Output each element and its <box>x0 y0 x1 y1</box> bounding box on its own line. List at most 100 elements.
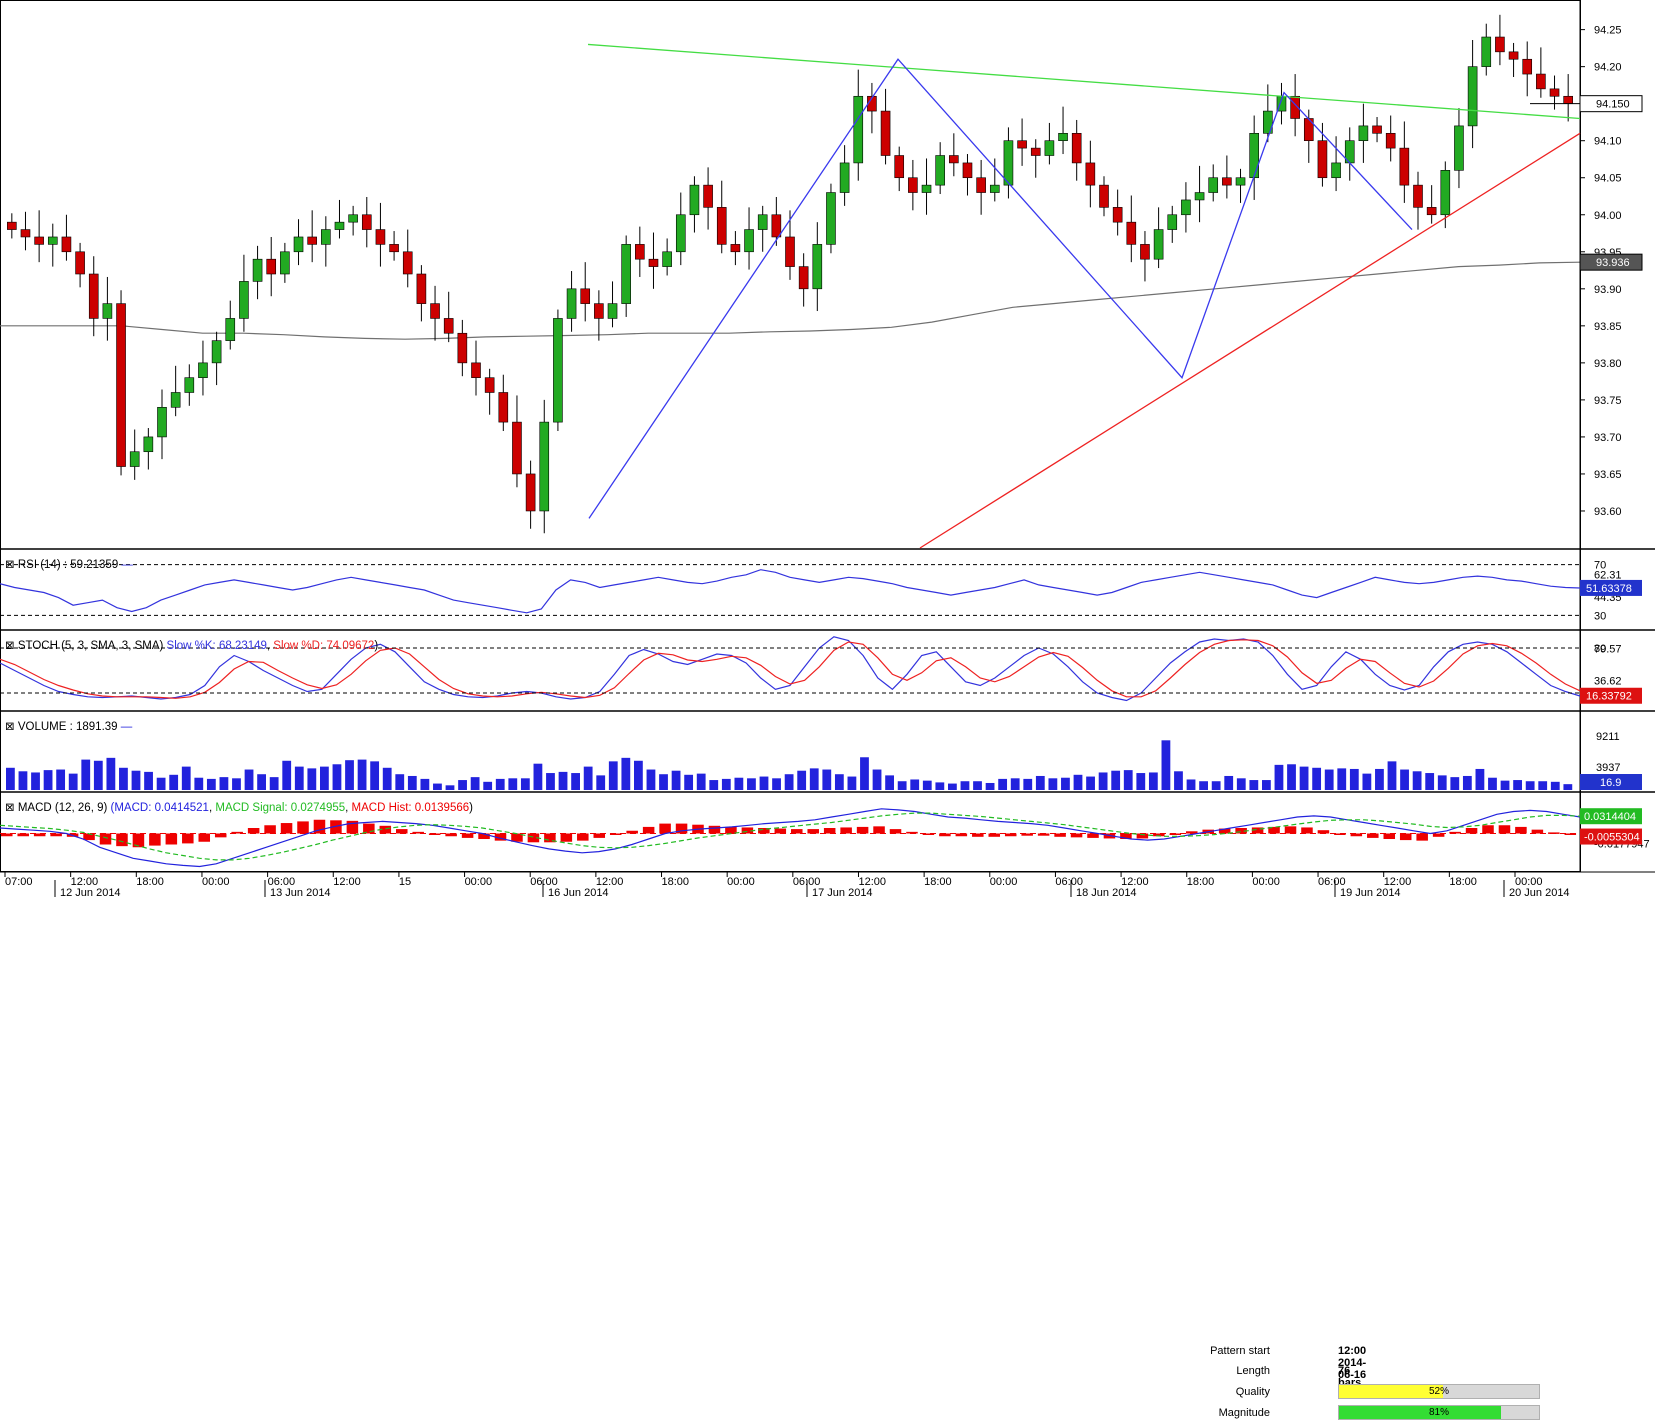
time-label: 00:00 <box>465 876 493 888</box>
candle-body <box>143 436 154 453</box>
volume-bar <box>483 781 493 790</box>
close-icon[interactable]: ⊠ <box>5 559 15 571</box>
candle-body <box>1003 140 1014 186</box>
time-label: 00:00 <box>990 876 1018 888</box>
macd-hist-current-label: -0.0055304 <box>1584 832 1640 844</box>
macd-hist-bar <box>1136 833 1149 839</box>
volume-bar <box>1186 779 1196 790</box>
macd-hist-bar <box>1251 827 1264 834</box>
macd-hist-bar <box>346 820 359 834</box>
candle-body <box>266 258 277 275</box>
volume-bar <box>1299 766 1309 790</box>
macd-hist-bar <box>823 828 836 834</box>
macd-hist-bar <box>297 821 309 834</box>
volume-bar <box>646 769 656 790</box>
candle-body <box>826 192 836 245</box>
volume-bar <box>1513 780 1522 790</box>
volume-bar <box>1425 773 1435 790</box>
volume-bar <box>1287 764 1296 790</box>
volume-bar <box>1123 770 1133 790</box>
candle-body <box>252 258 263 282</box>
macd-hist-bar <box>1432 833 1445 837</box>
macd-hist-bar <box>1564 833 1577 835</box>
candle-body <box>1563 95 1573 104</box>
candle-body <box>1290 95 1300 119</box>
volume-bar <box>546 773 555 790</box>
macd-hist-bar <box>1021 833 1033 836</box>
candle-body <box>539 421 550 512</box>
stoch-current-box <box>1580 687 1642 704</box>
sma-value-box <box>1579 253 1643 271</box>
candle-body <box>375 229 386 245</box>
time-label: 00:00 <box>1252 876 1280 888</box>
quality-bar: 52% <box>1338 1384 1540 1399</box>
volume-bar <box>1236 778 1246 790</box>
price-tick-label: 94.25 <box>1594 25 1622 37</box>
volume-bar <box>759 776 769 790</box>
candle-body <box>553 318 563 423</box>
volume-bar <box>935 782 945 790</box>
macd-hist-bar <box>1186 831 1198 834</box>
volume-bar <box>709 780 719 790</box>
volume-bar <box>357 759 367 790</box>
macd-hist-bar <box>1482 825 1494 834</box>
macd-hist-bar <box>1334 833 1346 835</box>
candle-body <box>839 162 850 193</box>
volume-bar <box>520 778 530 790</box>
volume-bar <box>93 760 103 790</box>
close-icon[interactable]: ⊠ <box>5 802 15 814</box>
volume-bar <box>56 769 66 790</box>
volume-bar <box>1111 770 1121 790</box>
time-label: 00:00 <box>727 876 755 888</box>
macd-hist-bar <box>1449 831 1461 834</box>
volume-bar <box>608 761 618 790</box>
candle-body <box>471 362 481 378</box>
candle-body <box>525 473 536 512</box>
volume-bar <box>822 769 832 790</box>
quality-value: 52% <box>1428 1386 1449 1397</box>
price-tick-label: 93.80 <box>1594 358 1622 370</box>
candle-body <box>1508 51 1519 60</box>
volume-bar <box>834 774 844 790</box>
volume-bar <box>495 778 505 790</box>
volume-bar <box>1437 775 1447 790</box>
volume-bar <box>1061 777 1070 790</box>
volume-bar <box>1035 775 1045 790</box>
close-icon[interactable]: ⊠ <box>5 721 15 733</box>
volume-bar <box>583 766 593 790</box>
volume-bar <box>533 763 543 790</box>
close-icon[interactable]: ⊠ <box>5 640 15 652</box>
length-label: Length <box>1236 1365 1270 1377</box>
volume-bar <box>1174 771 1183 790</box>
macd-hist-bar <box>1515 826 1527 834</box>
time-label: 07:00 <box>5 876 33 888</box>
rsi-line <box>0 569 1581 614</box>
macd-hist-bar <box>1465 828 1478 834</box>
volume-bar <box>43 770 53 790</box>
volume-bar <box>445 785 455 790</box>
sma-line <box>0 261 1581 340</box>
rsi-current-box <box>1580 579 1642 596</box>
stoch-tick-label: 79.57 <box>1594 643 1622 655</box>
volume-bar <box>395 774 405 790</box>
rsi-current-label: 51.63378 <box>1586 583 1632 595</box>
macd-hist-bar <box>1054 833 1066 837</box>
time-label: 18:00 <box>136 876 164 888</box>
macd-hist-bar <box>1169 833 1182 835</box>
macd-hist-bar <box>478 833 490 839</box>
volume-bar <box>119 767 128 790</box>
time-label: 12:00 <box>858 876 886 888</box>
candle-body <box>157 406 167 438</box>
volume-bar <box>922 780 932 790</box>
volume-bar <box>797 770 807 790</box>
macd-hist-bar <box>428 833 441 835</box>
macd-hist-bar <box>231 831 243 834</box>
volume-bar <box>1312 767 1322 790</box>
price-tick-label: 93.65 <box>1594 469 1622 481</box>
macd-hist-bar <box>906 831 918 834</box>
candle-body <box>1181 199 1191 216</box>
candle-body <box>1044 140 1055 156</box>
macd-hist-bar <box>1416 833 1428 841</box>
macd-hist-bar <box>445 833 457 837</box>
candle-body <box>1522 58 1533 75</box>
